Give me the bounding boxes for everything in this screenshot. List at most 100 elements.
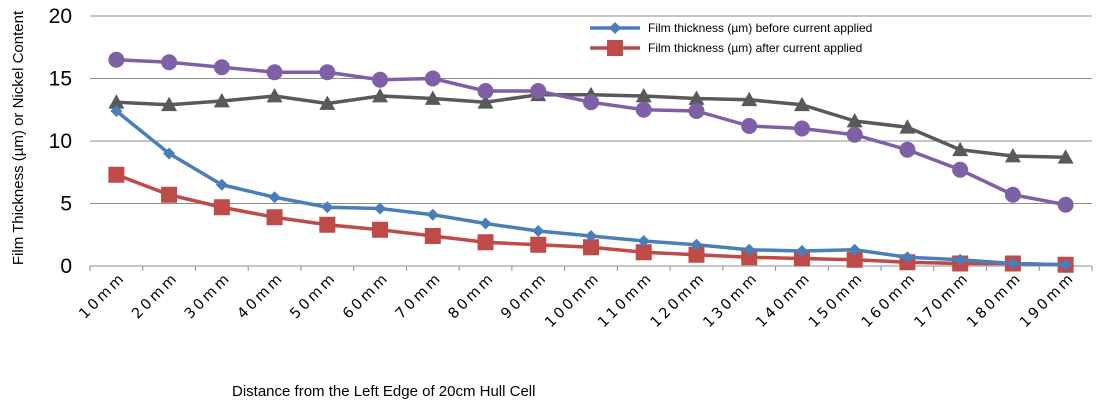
data-point bbox=[213, 59, 230, 76]
data-point bbox=[846, 126, 863, 143]
data-point bbox=[215, 178, 228, 191]
data-point bbox=[1004, 148, 1021, 163]
data-point bbox=[163, 147, 176, 160]
data-point bbox=[372, 221, 389, 238]
data-point bbox=[161, 54, 178, 71]
data-point bbox=[108, 166, 125, 183]
x-tick-label: 150mm bbox=[806, 270, 867, 331]
data-point bbox=[372, 88, 389, 103]
data-point bbox=[952, 161, 969, 178]
gridlines bbox=[89, 15, 1093, 271]
x-tick-label: 190mm bbox=[1017, 270, 1078, 331]
data-point bbox=[688, 246, 705, 263]
y-tick-label: 10 bbox=[49, 130, 72, 153]
x-tick-label: 20mm bbox=[129, 270, 182, 323]
data-point bbox=[741, 118, 758, 134]
data-point bbox=[952, 141, 969, 157]
x-tick-label: 70mm bbox=[393, 270, 446, 323]
y-axis-title: Film Thickness (µm) or Nickel Content bbox=[10, 10, 27, 265]
data-point bbox=[108, 51, 125, 68]
legend-item-1: Film thickness (µm) before current appli… bbox=[590, 21, 872, 35]
data-point bbox=[319, 216, 336, 233]
data-point bbox=[266, 64, 283, 81]
data-point bbox=[846, 113, 863, 128]
legend-label: Film thickness (µm) after current applie… bbox=[648, 41, 862, 55]
y-tick-label: 20 bbox=[49, 5, 72, 28]
data-point bbox=[530, 83, 547, 99]
data-point bbox=[690, 238, 703, 251]
data-point bbox=[213, 93, 230, 108]
series-layer bbox=[108, 51, 1074, 273]
x-tick-label: 160mm bbox=[859, 270, 920, 331]
data-point bbox=[321, 201, 334, 214]
x-tick-label: 80mm bbox=[446, 270, 499, 323]
data-point bbox=[424, 70, 441, 87]
y-tick-label: 15 bbox=[49, 68, 72, 91]
y-tick-labels: 0 5 10 15 20 bbox=[49, 5, 72, 278]
y-tick-label: 0 bbox=[60, 255, 72, 278]
data-point bbox=[319, 64, 336, 81]
data-point bbox=[585, 230, 597, 242]
x-tick-label: 110mm bbox=[595, 270, 656, 331]
data-point bbox=[374, 202, 387, 215]
data-point bbox=[319, 95, 336, 110]
data-point bbox=[583, 239, 599, 256]
data-point bbox=[424, 90, 441, 105]
data-point bbox=[424, 228, 441, 244]
series-1 bbox=[110, 105, 1072, 271]
data-point bbox=[477, 234, 494, 251]
data-point bbox=[268, 191, 281, 204]
data-point bbox=[793, 120, 810, 137]
data-point bbox=[637, 235, 650, 247]
x-tick-label: 120mm bbox=[648, 270, 709, 331]
data-point bbox=[635, 101, 652, 118]
data-point bbox=[846, 251, 863, 268]
x-tick-label: 170mm bbox=[912, 270, 973, 331]
data-point bbox=[477, 94, 494, 109]
data-point bbox=[688, 103, 705, 119]
data-point bbox=[1004, 186, 1021, 203]
legend-marker bbox=[609, 22, 621, 34]
legend-item-2: Film thickness (µm) after current applie… bbox=[590, 40, 862, 56]
data-point bbox=[479, 217, 492, 230]
data-point bbox=[741, 249, 758, 266]
data-point bbox=[532, 225, 545, 237]
data-point bbox=[583, 94, 599, 111]
data-point bbox=[1006, 257, 1019, 270]
data-point bbox=[110, 105, 123, 117]
data-point bbox=[213, 199, 230, 216]
legend: Film thickness (µm) before current appli… bbox=[590, 21, 872, 56]
data-point bbox=[793, 96, 810, 112]
data-point bbox=[635, 88, 652, 103]
x-tick-label: 40mm bbox=[235, 270, 288, 323]
data-point bbox=[793, 250, 810, 267]
x-tick-label: 130mm bbox=[701, 270, 762, 331]
x-axis-title: Distance from the Left Edge of 20cm Hull… bbox=[232, 383, 535, 400]
data-point bbox=[899, 141, 916, 158]
data-point bbox=[530, 236, 547, 253]
data-point bbox=[266, 88, 283, 103]
data-point bbox=[108, 94, 125, 109]
x-tick-label: 140mm bbox=[753, 270, 814, 331]
y-tick-label: 5 bbox=[60, 193, 72, 216]
series-3 bbox=[108, 51, 1074, 213]
data-point bbox=[635, 244, 652, 261]
data-point bbox=[954, 253, 967, 266]
data-point bbox=[688, 90, 705, 105]
data-point bbox=[1057, 149, 1074, 164]
data-point bbox=[161, 96, 178, 112]
x-tick-label: 10mm bbox=[76, 270, 129, 323]
legend-label: Film thickness (µm) before current appli… bbox=[648, 21, 872, 35]
data-point bbox=[1059, 258, 1072, 271]
data-point bbox=[741, 91, 758, 107]
data-point bbox=[795, 245, 808, 257]
data-point bbox=[899, 119, 916, 134]
data-point bbox=[477, 83, 494, 99]
data-point bbox=[901, 251, 914, 264]
data-point bbox=[161, 186, 178, 203]
x-tick-label: 50mm bbox=[287, 270, 340, 323]
x-tick-label: 100mm bbox=[542, 270, 603, 331]
data-point bbox=[743, 243, 756, 256]
x-tick-labels: 10mm 20mm 30mm 40mm 50mm 60mm 70mm 80mm 90mm100m… bbox=[76, 270, 1078, 331]
